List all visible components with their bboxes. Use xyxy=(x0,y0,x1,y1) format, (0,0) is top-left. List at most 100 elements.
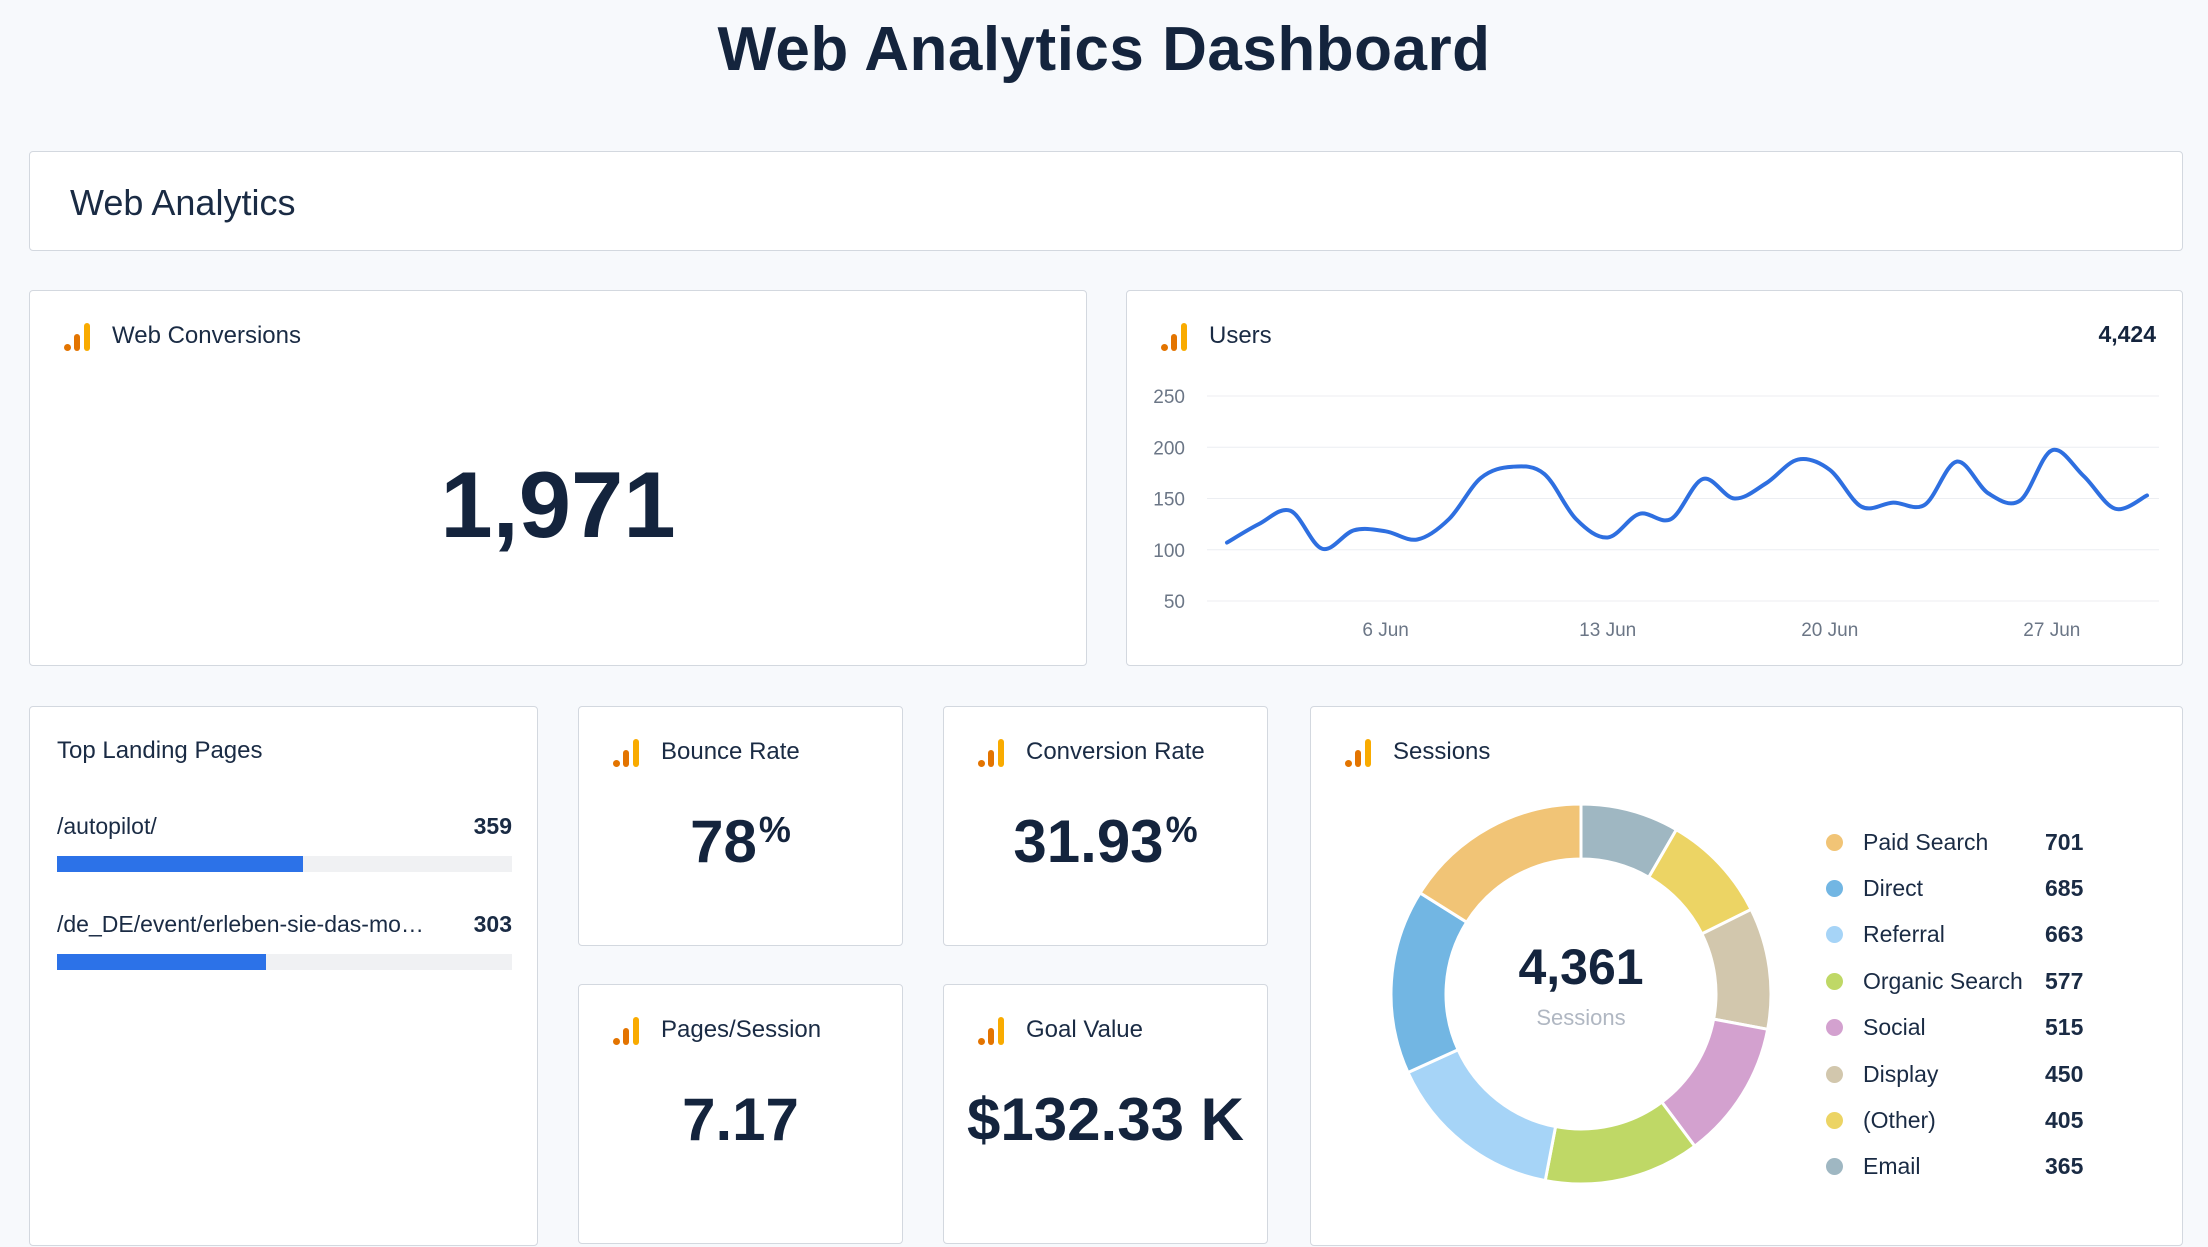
legend-item[interactable]: Paid Search 701 xyxy=(1826,819,2083,865)
legend-label: Display xyxy=(1863,1060,1939,1087)
users-title: Users xyxy=(1209,322,1272,349)
landing-page-bar-track xyxy=(57,954,512,970)
bounce-rate-value-wrap: 78% xyxy=(579,807,902,876)
legend-dot xyxy=(1826,1158,1843,1176)
card-header: Bounce Rate xyxy=(613,737,800,767)
top-landing-pages-card[interactable]: Top Landing Pages /autopilot/ 359 /de_DE… xyxy=(29,706,538,1246)
y-tick-label: 200 xyxy=(1153,438,1185,459)
y-tick-label: 250 xyxy=(1153,387,1185,408)
x-tick-label: 13 Jun xyxy=(1579,620,1636,641)
sessions-total-label: Sessions xyxy=(1536,1005,1625,1030)
legend-item[interactable]: Display 450 xyxy=(1826,1051,2083,1097)
legend-item[interactable]: Referral 663 xyxy=(1826,912,2083,958)
users-card[interactable]: Users 4,424 250 200 150 100 50 6 Jun 13 Jun 20 … xyxy=(1126,290,2183,666)
sessions-legend: Paid Search 701 Direct 685 Referral 663 Organi… xyxy=(1826,819,2083,1190)
users-series-line[interactable] xyxy=(1225,447,2149,551)
legend-value: 515 xyxy=(2045,1014,2084,1041)
legend-value: 405 xyxy=(2045,1107,2084,1134)
legend-dot xyxy=(1826,926,1843,944)
goal-value-value: $132.33 K xyxy=(967,1086,1244,1153)
legend-value: 685 xyxy=(2045,875,2084,902)
sessions-card[interactable]: Sessions 4,361 Sessions Paid Search 701 Di… xyxy=(1310,706,2183,1246)
legend-value: 663 xyxy=(2045,921,2084,948)
bounce-rate-unit: % xyxy=(758,809,791,851)
card-header: Conversion Rate xyxy=(978,737,1205,767)
legend-label: Email xyxy=(1863,1153,1921,1180)
landing-page-item[interactable]: /de_DE/event/erleben-sie-das-mo… 303 xyxy=(57,911,512,970)
donut-slice-paid-search[interactable] xyxy=(1418,802,1583,925)
landing-page-path: /de_DE/event/erleben-sie-das-mo… xyxy=(57,911,424,937)
donut-slice-referral[interactable] xyxy=(1406,1047,1558,1183)
goal-value-title: Goal Value xyxy=(1026,1016,1143,1043)
conversion-rate-card[interactable]: Conversion Rate 31.93% xyxy=(943,706,1268,946)
legend-dot xyxy=(1826,1112,1843,1130)
card-header: Users xyxy=(1161,321,1272,351)
google-analytics-icon xyxy=(64,321,90,351)
bounce-rate-value: 78 xyxy=(690,808,757,875)
google-analytics-icon xyxy=(978,737,1004,767)
x-tick-label: 20 Jun xyxy=(1801,620,1858,641)
legend-value: 450 xyxy=(2045,1060,2084,1087)
legend-label: Direct xyxy=(1863,875,1924,902)
card-header: Pages/Session xyxy=(613,1015,821,1045)
landing-page-path: /autopilot/ xyxy=(57,813,157,839)
landing-page-bar-fill xyxy=(57,856,303,872)
landing-page-item[interactable]: /autopilot/ 359 xyxy=(57,813,512,872)
legend-dot xyxy=(1826,1065,1843,1083)
legend-value: 577 xyxy=(2045,967,2084,994)
bounce-rate-card[interactable]: Bounce Rate 78% xyxy=(578,706,903,946)
legend-item[interactable]: Social 515 xyxy=(1826,1005,2083,1051)
legend-label: Organic Search xyxy=(1863,967,2023,994)
card-header: Sessions xyxy=(1345,737,1490,767)
google-analytics-icon xyxy=(613,737,639,767)
x-tick-label: 6 Jun xyxy=(1362,620,1408,641)
legend-label: Paid Search xyxy=(1863,828,1989,855)
y-tick-label: 100 xyxy=(1153,541,1185,562)
google-analytics-icon xyxy=(613,1015,639,1045)
x-tick-label: 27 Jun xyxy=(2023,620,2080,641)
legend-label: Referral xyxy=(1863,921,1945,948)
card-header: Web Conversions xyxy=(64,321,301,351)
landing-page-value: 359 xyxy=(473,813,512,839)
web-conversions-card[interactable]: Web Conversions 1,971 xyxy=(29,290,1087,666)
legend-value: 365 xyxy=(2045,1153,2084,1180)
legend-dot xyxy=(1826,1019,1843,1037)
card-header: Goal Value xyxy=(978,1015,1143,1045)
legend-item[interactable]: Organic Search 577 xyxy=(1826,958,2083,1004)
legend-value: 701 xyxy=(2045,828,2084,855)
sessions-title: Sessions xyxy=(1393,738,1491,765)
pages-session-card[interactable]: Pages/Session 7.17 xyxy=(578,984,903,1244)
y-tick-label: 150 xyxy=(1153,490,1185,511)
legend-item[interactable]: Email 365 xyxy=(1826,1144,2083,1190)
section-title: Web Analytics xyxy=(70,182,296,223)
legend-label: Social xyxy=(1863,1014,1926,1041)
google-analytics-icon xyxy=(978,1015,1004,1045)
users-line-chart[interactable]: 250 200 150 100 50 6 Jun 13 Jun 20 Jun 27 Jun xyxy=(1127,291,2184,667)
donut-slice-display[interactable] xyxy=(1699,907,1773,1032)
conversion-rate-title: Conversion Rate xyxy=(1026,738,1205,765)
pages-session-value: 7.17 xyxy=(682,1086,799,1153)
legend-item[interactable]: Direct 685 xyxy=(1826,865,2083,911)
conversion-rate-value-wrap: 31.93% xyxy=(944,807,1267,876)
section-title-bar: Web Analytics xyxy=(29,151,2183,251)
donut-slice-organic-search[interactable] xyxy=(1543,1100,1697,1186)
legend-label: (Other) xyxy=(1863,1107,1936,1134)
page-title: Web Analytics Dashboard xyxy=(717,15,1491,84)
y-tick-label: 50 xyxy=(1164,592,1185,613)
legend-dot xyxy=(1826,972,1843,990)
google-analytics-icon xyxy=(1161,321,1187,351)
sessions-total: 4,361 xyxy=(1518,939,1643,995)
web-conversions-title: Web Conversions xyxy=(112,322,301,349)
legend-dot xyxy=(1826,833,1843,851)
goal-value-card[interactable]: Goal Value $132.33 K xyxy=(943,984,1268,1244)
sessions-donut-chart[interactable]: 4,361 Sessions xyxy=(1311,707,1791,1247)
pages-session-title: Pages/Session xyxy=(661,1016,822,1043)
legend-dot xyxy=(1826,880,1843,898)
legend-item[interactable]: (Other) 405 xyxy=(1826,1097,2083,1143)
users-total: 4,424 xyxy=(2098,321,2156,347)
web-conversions-value: 1,971 xyxy=(440,452,676,557)
donut-slice-direct[interactable] xyxy=(1389,890,1469,1075)
landing-page-bar-fill xyxy=(57,954,267,970)
top-landing-pages-title: Top Landing Pages xyxy=(57,737,263,764)
bounce-rate-title: Bounce Rate xyxy=(661,738,800,765)
